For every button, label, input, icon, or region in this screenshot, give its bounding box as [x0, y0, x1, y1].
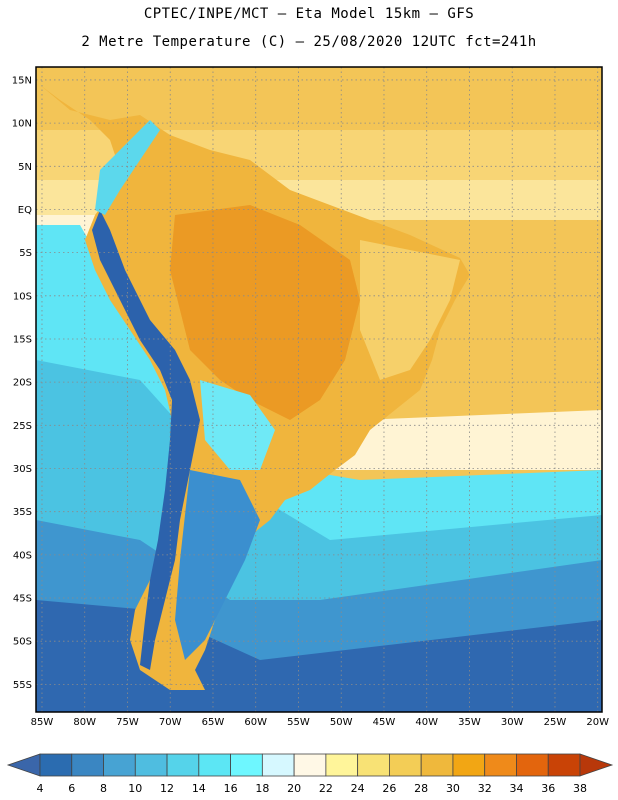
map-title-line-1: CPTEC/INPE/MCT – Eta Model 15km – GFS: [143, 6, 475, 22]
colorbar-swatch: [357, 753, 390, 777]
map-frame: [35, 66, 603, 713]
colorbar-tick-label: 14: [192, 782, 206, 795]
colorbar-tick-label: 34: [509, 782, 523, 795]
latitude-label: 35S: [13, 507, 32, 518]
longitude-label: 20W: [586, 717, 609, 728]
longitude-label: 30W: [501, 717, 524, 728]
colorbar-swatch: [420, 753, 454, 777]
longitude-label: 35W: [458, 717, 481, 728]
colorbar-swatch: [198, 753, 231, 777]
latitude-label: 55S: [13, 680, 32, 691]
colorbar-tick-label: 10: [128, 782, 142, 795]
longitude-label: 55W: [287, 717, 310, 728]
colorbar-tick-label: 18: [255, 782, 269, 795]
colorbar-tick-label: 24: [351, 782, 365, 795]
longitude-label: 75W: [116, 717, 139, 728]
colorbar-tick-label: 22: [319, 782, 333, 795]
colorbar-tick-label: 28: [414, 782, 428, 795]
longitude-labels: 85W 80W 75W 70W 65W 60W 55W 50W 45W 40W 35W 30W 25W 2…: [31, 717, 609, 728]
colorbar-tick-label: 4: [37, 782, 44, 795]
latitude-label: 20S: [13, 378, 32, 389]
colorbar-swatch: [134, 753, 168, 777]
chaco-cool: [200, 380, 275, 470]
colorbar-tick-label: 20: [287, 782, 301, 795]
longitude-label: 85W: [31, 717, 54, 728]
colorbar-swatch: [230, 753, 263, 777]
colorbar-swatch: [293, 753, 327, 777]
colorbar-swatch: [484, 753, 517, 777]
andes-cold-strip: [92, 210, 200, 670]
colorbar-swatch: [389, 753, 422, 777]
colorbar-swatch: [261, 753, 295, 777]
temperature-map: 15N 10N 5N EQ 5S 10S 15S 20S 25S 30S 35S 40S 45S 50S 5…: [12, 66, 609, 728]
colorbar-tick-label: 12: [160, 782, 174, 795]
colorbar-swatch: [39, 753, 73, 777]
longitude-label: 60W: [244, 717, 267, 728]
latitude-label: 40S: [13, 550, 32, 561]
colorbar-swatch: [547, 753, 581, 777]
colorbar-tick-label: 6: [68, 782, 75, 795]
longitude-label: 25W: [544, 717, 567, 728]
longitude-label: 45W: [373, 717, 396, 728]
latitude-label: 25S: [13, 421, 32, 432]
latitude-labels: 15N 10N 5N EQ 5S 10S 15S 20S 25S 30S 35S 40S 45S 50S 5…: [12, 75, 32, 690]
latitude-label: EQ: [18, 205, 32, 216]
longitude-label: 40W: [415, 717, 438, 728]
colorbar-low-arrow: [6, 753, 41, 777]
colorbar-swatch: [452, 753, 486, 777]
latitude-label: 45S: [13, 594, 32, 605]
longitude-label: 65W: [202, 717, 225, 728]
colorbar-swatch: [325, 753, 359, 777]
colorbar-tick-label: 30: [446, 782, 460, 795]
patagonia-cool: [175, 470, 260, 660]
colorbar-swatch: [71, 753, 104, 777]
colorbar-tick-label: 16: [224, 782, 238, 795]
warm-northeast: [360, 240, 460, 380]
color-scale: 4 6 8 10 12 14 16 18 20 22 24 26 28 30 32 34 36 38: [6, 753, 614, 795]
colorbar-tick-label: 32: [478, 782, 492, 795]
longitude-label: 50W: [330, 717, 353, 728]
latitude-label: 15N: [12, 75, 32, 86]
latitude-label: 15S: [13, 334, 32, 345]
colorbar-swatch: [103, 753, 136, 777]
latitude-label: 5N: [18, 162, 32, 173]
colorbar-tick-label: 38: [573, 782, 587, 795]
colorbar-tick-label: 26: [382, 782, 396, 795]
colorbar-swatch: [166, 753, 200, 777]
colorbar-tick-label: 8: [100, 782, 107, 795]
latitude-label: 10N: [12, 119, 32, 130]
colorbar-tick-label: 36: [541, 782, 555, 795]
colorbar-high-arrow: [579, 753, 614, 777]
longitude-label: 80W: [73, 717, 96, 728]
longitude-label: 70W: [159, 717, 182, 728]
latitude-label: 50S: [13, 637, 32, 648]
hot-interior: [170, 205, 360, 420]
map-title-line-2: 2 Metre Temperature (C) – 25/08/2020 12U…: [81, 34, 537, 50]
latitude-label: 10S: [13, 291, 32, 302]
latitude-label: 30S: [13, 464, 32, 475]
colorbar-swatch: [516, 753, 549, 777]
latitude-label: 5S: [19, 248, 32, 259]
